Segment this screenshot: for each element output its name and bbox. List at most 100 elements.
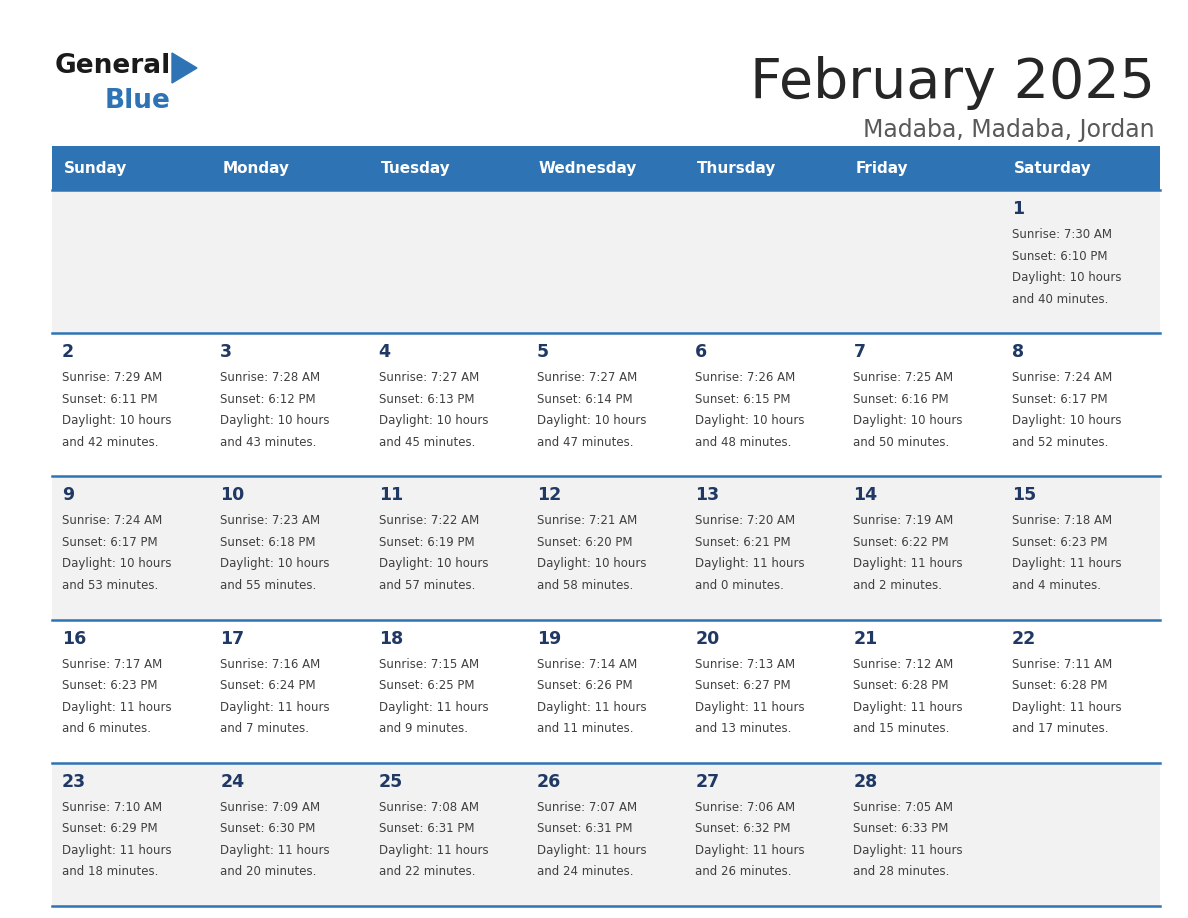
Bar [52,763,1159,906]
Text: 5: 5 [537,343,549,361]
Text: 7: 7 [853,343,865,361]
Text: 17: 17 [220,630,245,647]
Text: Sunset: 6:28 PM: Sunset: 6:28 PM [853,679,949,692]
Text: and 2 minutes.: and 2 minutes. [853,579,942,592]
Text: Sunset: 6:18 PM: Sunset: 6:18 PM [220,536,316,549]
Text: and 17 minutes.: and 17 minutes. [1012,722,1108,735]
Text: Daylight: 11 hours: Daylight: 11 hours [853,844,963,856]
Text: Sunset: 6:23 PM: Sunset: 6:23 PM [62,679,158,692]
Text: 20: 20 [695,630,720,647]
Text: 11: 11 [379,487,403,504]
Text: 27: 27 [695,773,719,790]
Text: Saturday: Saturday [1013,161,1092,175]
Text: Daylight: 11 hours: Daylight: 11 hours [62,700,171,713]
Text: Daylight: 10 hours: Daylight: 10 hours [62,557,171,570]
Text: Sunset: 6:19 PM: Sunset: 6:19 PM [379,536,474,549]
Text: Sunrise: 7:24 AM: Sunrise: 7:24 AM [1012,371,1112,385]
Text: Sunrise: 7:05 AM: Sunrise: 7:05 AM [853,800,954,813]
Text: Sunrise: 7:24 AM: Sunrise: 7:24 AM [62,514,163,528]
Text: Daylight: 11 hours: Daylight: 11 hours [853,557,963,570]
Bar [52,333,1159,476]
Text: and 6 minutes.: and 6 minutes. [62,722,151,735]
Text: 28: 28 [853,773,878,790]
Text: Daylight: 11 hours: Daylight: 11 hours [695,844,804,856]
Text: and 47 minutes.: and 47 minutes. [537,436,633,449]
Text: and 57 minutes.: and 57 minutes. [379,579,475,592]
Text: Sunrise: 7:27 AM: Sunrise: 7:27 AM [379,371,479,385]
Text: 8: 8 [1012,343,1024,361]
Text: Daylight: 10 hours: Daylight: 10 hours [537,557,646,570]
Text: Sunrise: 7:14 AM: Sunrise: 7:14 AM [537,657,637,671]
Text: Daylight: 10 hours: Daylight: 10 hours [853,414,963,427]
Text: Daylight: 11 hours: Daylight: 11 hours [853,700,963,713]
Text: Sunrise: 7:17 AM: Sunrise: 7:17 AM [62,657,163,671]
Text: and 11 minutes.: and 11 minutes. [537,722,633,735]
Text: 22: 22 [1012,630,1036,647]
Text: and 58 minutes.: and 58 minutes. [537,579,633,592]
Text: Sunset: 6:22 PM: Sunset: 6:22 PM [853,536,949,549]
Text: and 42 minutes.: and 42 minutes. [62,436,158,449]
Text: 18: 18 [379,630,403,647]
Text: Sunrise: 7:08 AM: Sunrise: 7:08 AM [379,800,479,813]
Text: and 4 minutes.: and 4 minutes. [1012,579,1101,592]
Text: and 24 minutes.: and 24 minutes. [537,866,633,879]
Text: Sunrise: 7:27 AM: Sunrise: 7:27 AM [537,371,637,385]
Text: Sunrise: 7:13 AM: Sunrise: 7:13 AM [695,657,795,671]
Text: 6: 6 [695,343,707,361]
Text: 9: 9 [62,487,74,504]
Text: and 45 minutes.: and 45 minutes. [379,436,475,449]
Text: Friday: Friday [855,161,908,175]
Text: Sunset: 6:31 PM: Sunset: 6:31 PM [537,823,632,835]
Text: Daylight: 11 hours: Daylight: 11 hours [62,844,171,856]
Text: 13: 13 [695,487,719,504]
Text: Sunset: 6:30 PM: Sunset: 6:30 PM [220,823,316,835]
Text: Sunrise: 7:15 AM: Sunrise: 7:15 AM [379,657,479,671]
Text: Daylight: 11 hours: Daylight: 11 hours [1012,557,1121,570]
Text: Blue: Blue [105,88,171,114]
Text: and 20 minutes.: and 20 minutes. [220,866,317,879]
Text: 23: 23 [62,773,86,790]
Text: and 9 minutes.: and 9 minutes. [379,722,468,735]
Text: Sunset: 6:11 PM: Sunset: 6:11 PM [62,393,158,406]
Text: and 15 minutes.: and 15 minutes. [853,722,949,735]
Text: and 53 minutes.: and 53 minutes. [62,579,158,592]
Text: and 28 minutes.: and 28 minutes. [853,866,949,879]
Text: Sunset: 6:12 PM: Sunset: 6:12 PM [220,393,316,406]
Text: Daylight: 10 hours: Daylight: 10 hours [379,414,488,427]
Text: Sunrise: 7:16 AM: Sunrise: 7:16 AM [220,657,321,671]
Text: Sunrise: 7:18 AM: Sunrise: 7:18 AM [1012,514,1112,528]
Text: General: General [55,53,171,79]
Text: 24: 24 [220,773,245,790]
Bar [52,146,1159,190]
Text: Sunset: 6:14 PM: Sunset: 6:14 PM [537,393,632,406]
Text: Sunrise: 7:28 AM: Sunrise: 7:28 AM [220,371,321,385]
Text: 19: 19 [537,630,561,647]
Text: Daylight: 10 hours: Daylight: 10 hours [62,414,171,427]
Text: Sunset: 6:16 PM: Sunset: 6:16 PM [853,393,949,406]
Text: Sunset: 6:13 PM: Sunset: 6:13 PM [379,393,474,406]
Text: Daylight: 11 hours: Daylight: 11 hours [220,844,330,856]
Text: Sunrise: 7:29 AM: Sunrise: 7:29 AM [62,371,163,385]
Text: Daylight: 11 hours: Daylight: 11 hours [695,700,804,713]
Text: Sunset: 6:20 PM: Sunset: 6:20 PM [537,536,632,549]
Text: Sunrise: 7:09 AM: Sunrise: 7:09 AM [220,800,321,813]
Bar [52,190,1159,333]
Text: Daylight: 10 hours: Daylight: 10 hours [379,557,488,570]
Text: and 7 minutes.: and 7 minutes. [220,722,309,735]
Text: Daylight: 11 hours: Daylight: 11 hours [220,700,330,713]
Text: Wednesday: Wednesday [539,161,637,175]
Text: Sunset: 6:17 PM: Sunset: 6:17 PM [1012,393,1107,406]
Text: Sunset: 6:15 PM: Sunset: 6:15 PM [695,393,791,406]
Text: and 13 minutes.: and 13 minutes. [695,722,791,735]
Text: Sunrise: 7:10 AM: Sunrise: 7:10 AM [62,800,162,813]
Text: and 52 minutes.: and 52 minutes. [1012,436,1108,449]
Text: Sunrise: 7:11 AM: Sunrise: 7:11 AM [1012,657,1112,671]
Text: Sunset: 6:31 PM: Sunset: 6:31 PM [379,823,474,835]
Text: Monday: Monday [222,161,290,175]
Text: and 22 minutes.: and 22 minutes. [379,866,475,879]
Text: Sunset: 6:28 PM: Sunset: 6:28 PM [1012,679,1107,692]
Text: Sunrise: 7:07 AM: Sunrise: 7:07 AM [537,800,637,813]
Text: 16: 16 [62,630,87,647]
Text: and 48 minutes.: and 48 minutes. [695,436,791,449]
Text: Daylight: 11 hours: Daylight: 11 hours [379,844,488,856]
